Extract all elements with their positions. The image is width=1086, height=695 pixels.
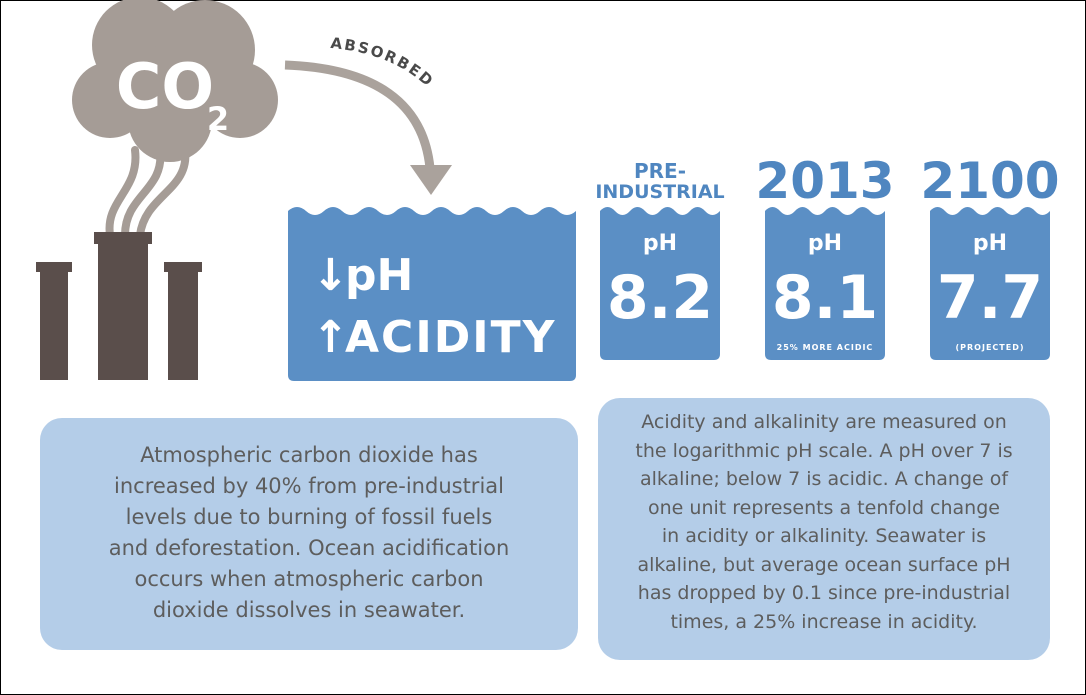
text-line: occurs when atmospheric carbon bbox=[40, 564, 578, 595]
ph-label: pH bbox=[345, 250, 413, 301]
chimneys bbox=[36, 232, 202, 380]
panel-note: (PROJECTED) bbox=[955, 343, 1024, 352]
arrow-head bbox=[410, 165, 452, 195]
panel-header: INDUSTRIAL bbox=[595, 181, 724, 203]
text-line: the logarithmic pH scale. A pH over 7 is bbox=[598, 437, 1050, 466]
text-line: alkaline; below 7 is acidic. A change of bbox=[598, 465, 1050, 494]
panel-header: 2100 bbox=[920, 152, 1059, 210]
text-line: times, a 25% increase in acidity. bbox=[598, 608, 1050, 637]
text-line: increased by 40% from pre-industrial bbox=[40, 471, 578, 502]
panel-header: 2013 bbox=[755, 152, 894, 210]
smoke bbox=[110, 150, 186, 235]
acidity-up-arrow: ↑ bbox=[312, 312, 349, 363]
text-line: Acidity and alkalinity are measured on bbox=[598, 408, 1050, 437]
co2-label: CO bbox=[116, 50, 214, 123]
co2-subscript: 2 bbox=[207, 100, 229, 138]
absorb-arrow bbox=[285, 65, 430, 168]
text-line: alkaline, but average ocean surface pH bbox=[598, 551, 1050, 580]
ph-down-arrow: ↓ bbox=[312, 250, 349, 301]
panel-note: 25% MORE ACIDIC bbox=[777, 343, 874, 352]
acidity-label: ACIDITY bbox=[345, 312, 556, 363]
absorbed-label: ABSORBED bbox=[330, 34, 438, 91]
absorbed-text: ABSORBED bbox=[330, 34, 438, 91]
panel-ph-value: 8.1 bbox=[772, 263, 878, 333]
panel-ph-value: 7.7 bbox=[937, 263, 1043, 333]
text-line: levels due to burning of fossil fuels bbox=[40, 502, 578, 533]
text-line: and deforestation. Ocean acidification bbox=[40, 533, 578, 564]
text-line: Atmospheric carbon dioxide has bbox=[40, 440, 578, 471]
panel-header: PRE- bbox=[634, 159, 686, 183]
panel-ph-value: 8.2 bbox=[607, 263, 713, 333]
text-line: has dropped by 0.1 since pre-industrial bbox=[598, 579, 1050, 608]
panel-ph-label: pH bbox=[973, 231, 1007, 256]
text-line: dioxide dissolves in seawater. bbox=[40, 595, 578, 626]
text-line: one unit represents a tenfold change bbox=[598, 494, 1050, 523]
panel-ph-label: pH bbox=[808, 231, 842, 256]
panel-ph-label: pH bbox=[643, 231, 677, 256]
text-line: in acidity or alkalinity. Seawater is bbox=[598, 522, 1050, 551]
